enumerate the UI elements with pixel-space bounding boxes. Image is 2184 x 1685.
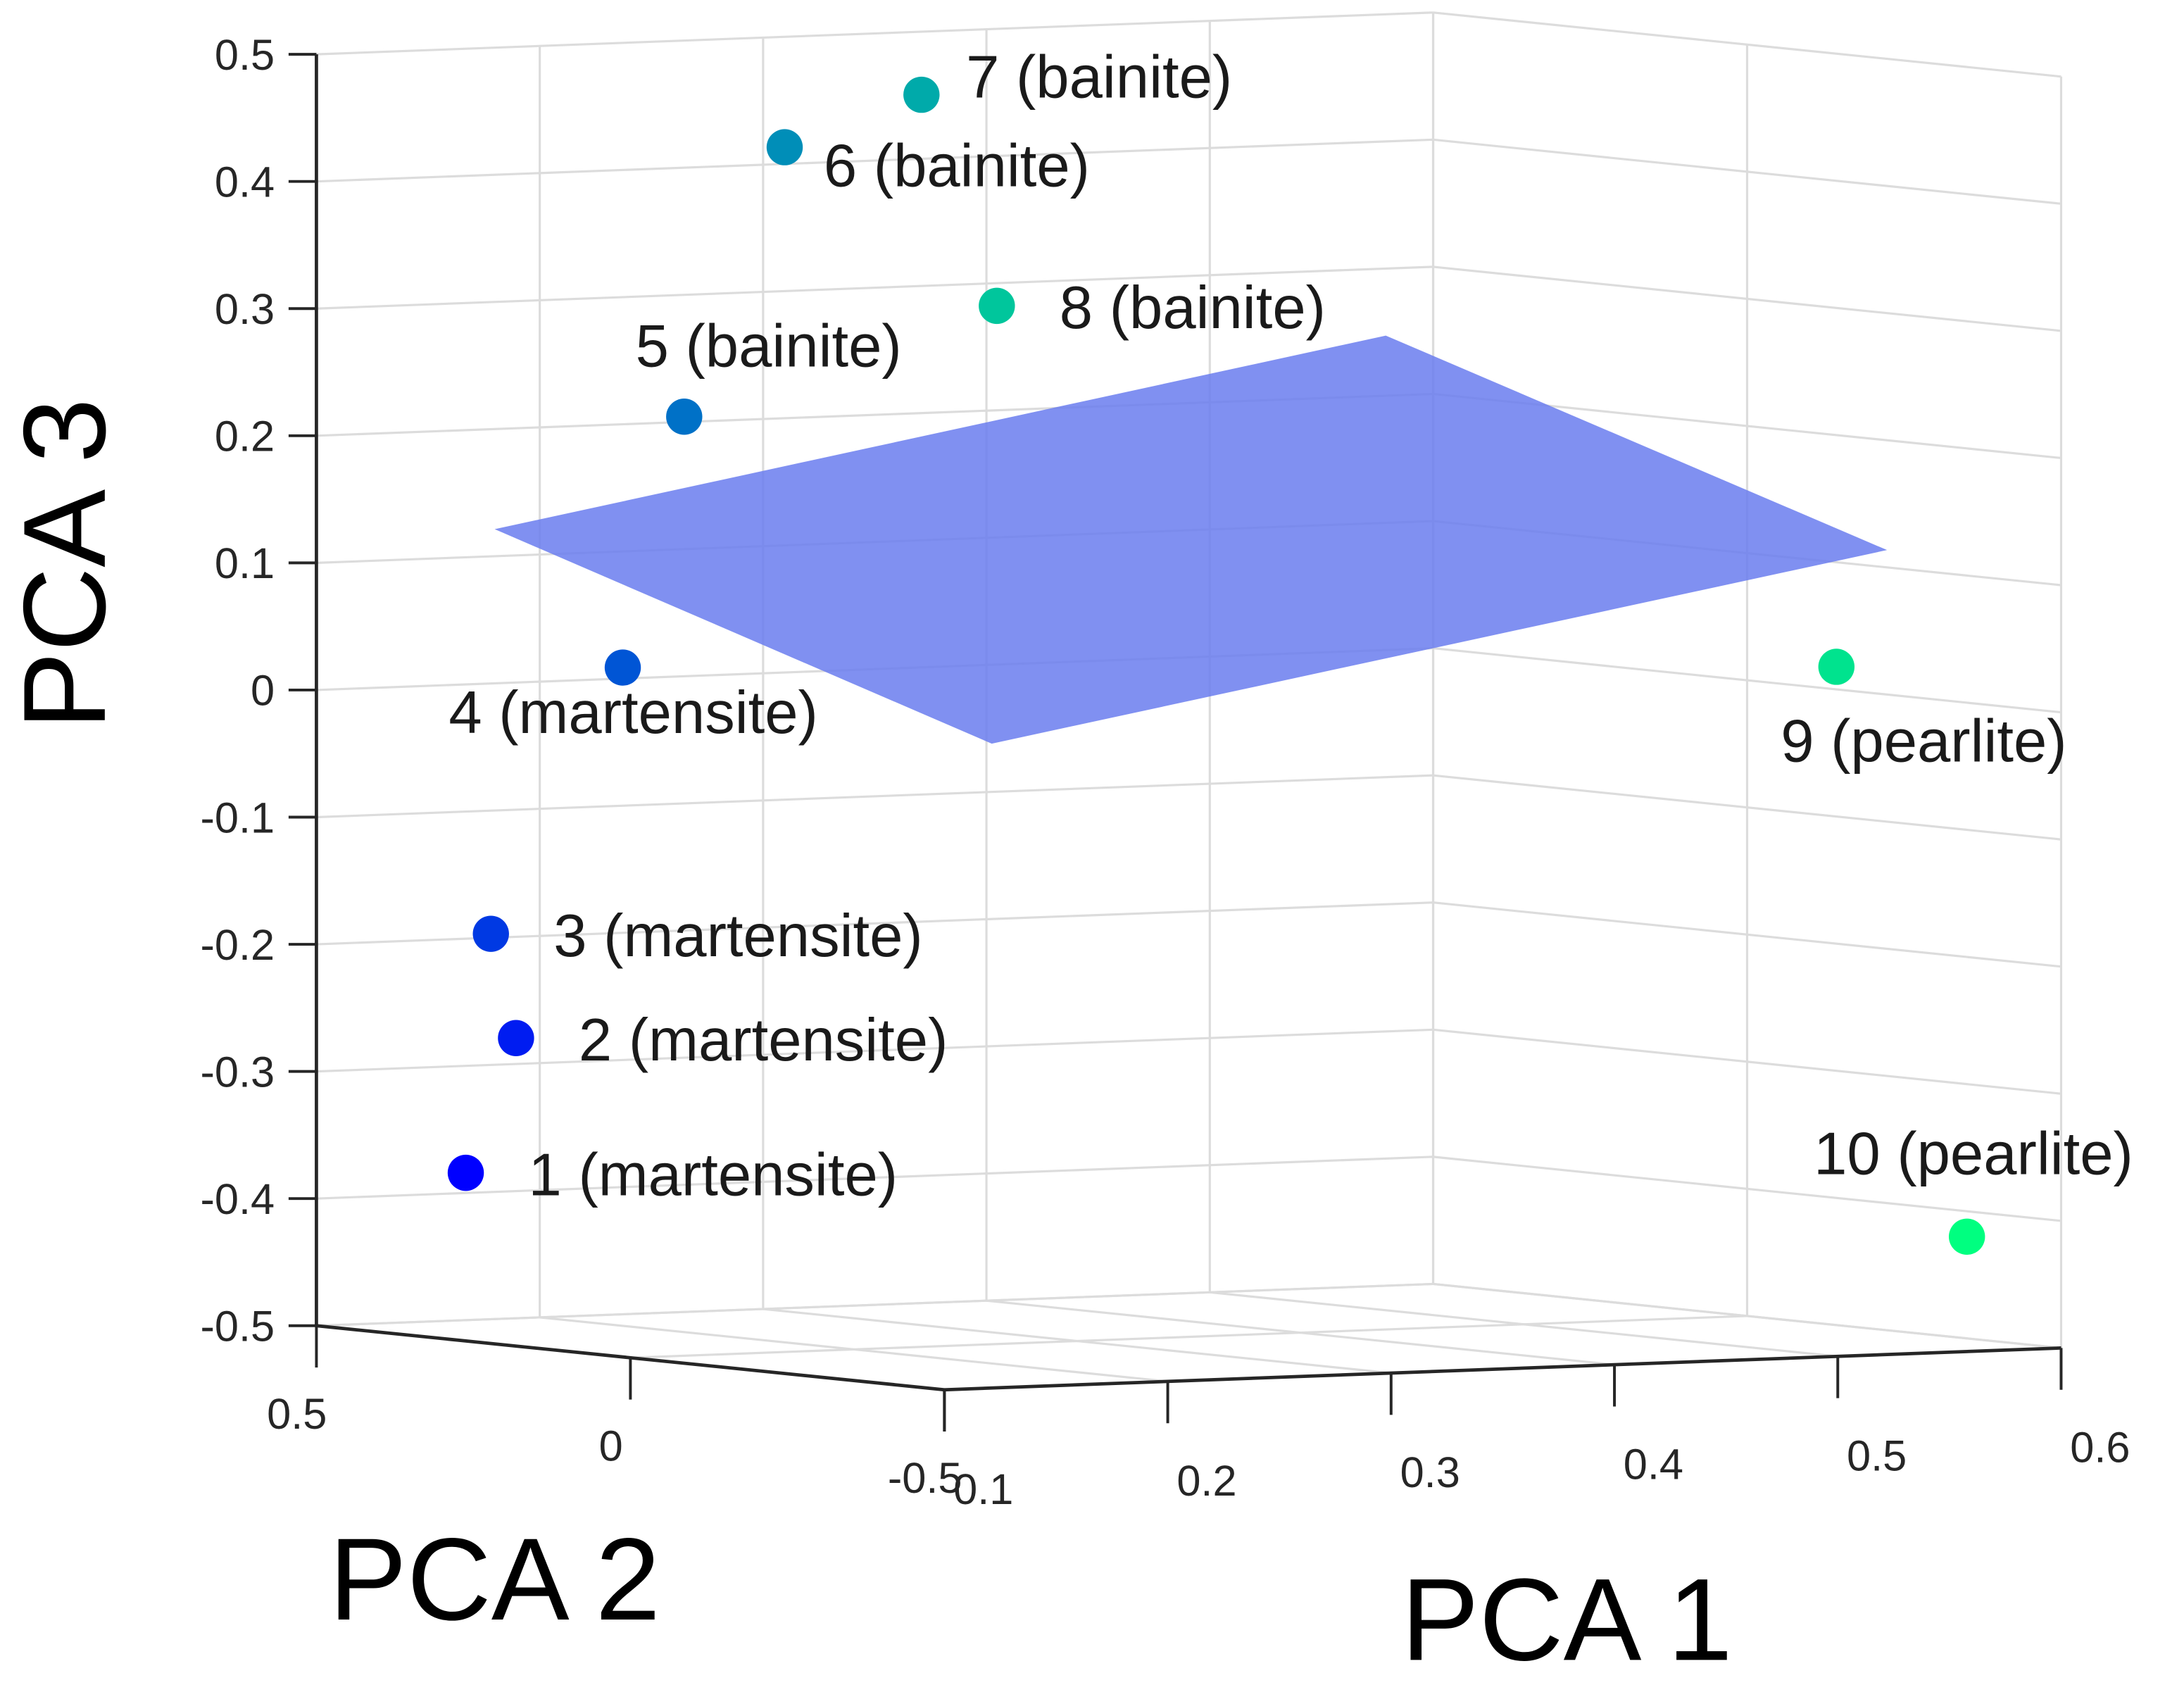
y-tick-label: -0.5 [888,1454,962,1502]
x-tick-label: 0.1 [953,1465,1013,1513]
x-tick-label: 0.6 [2070,1424,2130,1472]
data-point [1948,1218,1985,1255]
x-tick-label: 0.5 [1847,1432,1907,1479]
grid-line-y [630,1315,1747,1359]
point-label: 1 (martensite) [529,1141,898,1208]
point-label: 7 (bainite) [966,44,1232,111]
data-point [766,129,803,165]
z-tick-label: 0 [251,667,275,715]
data-point [472,915,509,952]
grid-line-z [316,265,1433,310]
y-tick-label: 0 [599,1422,623,1470]
grid-line-z [316,1155,1433,1200]
point-label: 5 (bainite) [636,313,902,380]
point-label: 2 (martensite) [579,1007,948,1074]
data-point [903,76,940,113]
x-tick-label: 0.2 [1176,1457,1236,1505]
separating-plane [494,335,1888,744]
z-tick-label: -0.3 [200,1048,275,1096]
tick-labels: -0.5 -0.4 -0.3 -0.2 -0.1 0 0.1 0.2 0.3 0.4 0.5 -0.5… [200,31,2130,1513]
data-point [1818,649,1855,685]
data-point [498,1020,534,1056]
axes [288,53,2063,1432]
grid-line-z [316,11,1433,56]
point-label: 8 (bainite) [1060,275,1326,342]
data-point [447,1154,484,1191]
data-point [666,399,703,435]
grid-line-z [316,138,1433,183]
z-tick-label: -0.1 [200,794,275,841]
point-label: 6 (bainite) [824,132,1090,199]
point-label: 4 (martensite) [448,679,818,746]
z-tick-label: 0.2 [215,413,275,461]
data-point [604,649,641,686]
z-axis-title: PCA 3 [0,399,130,730]
z-tick-label: -0.4 [200,1175,275,1223]
grid-line-z [316,1028,1433,1073]
x-tick-label: 0.4 [1624,1440,1683,1488]
z-tick-label: 0.1 [215,539,275,587]
x-axis-title: PCA 1 [1401,1555,1733,1685]
point-label: 9 (pearlite) [1781,708,2066,775]
z-tick-label: 0.5 [215,31,275,79]
data-points: 1 (martensite) 2 (martensite) 3 (martensit… [447,44,2133,1255]
x-axis-line [944,1346,2061,1392]
point-label: 10 (pearlite) [1814,1120,2133,1187]
y-tick-label: 0.5 [267,1390,327,1438]
z-tick-label: 0.3 [215,285,275,333]
y-axis-title: PCA 2 [329,1515,660,1645]
grid-line-z [316,774,1433,819]
point-label: 3 (martensite) [553,903,923,970]
z-tick-label: 0.4 [215,158,275,206]
z-tick-label: -0.5 [200,1303,275,1351]
data-point [979,287,1015,325]
x-tick-label: 0.3 [1400,1448,1460,1496]
z-tick-label: -0.2 [200,921,275,969]
grid-line-y [316,1282,1433,1327]
